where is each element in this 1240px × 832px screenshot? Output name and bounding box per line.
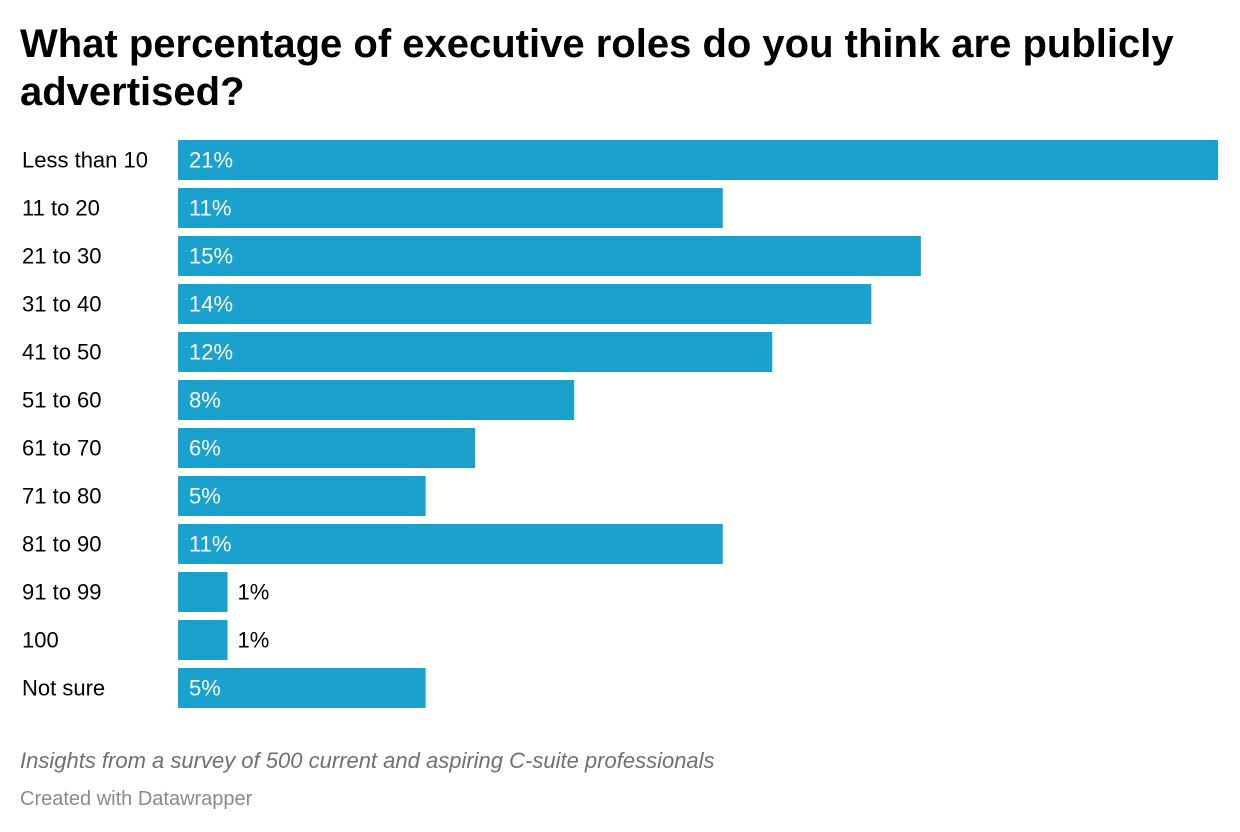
category-label: 61 to 70: [22, 436, 102, 461]
value-label: 14%: [189, 292, 233, 317]
value-label: 5%: [189, 676, 221, 701]
bar: [178, 236, 921, 276]
bar: [178, 428, 476, 468]
value-label: 12%: [189, 340, 233, 365]
bar: [178, 332, 773, 372]
bar: [178, 572, 228, 612]
category-label: 81 to 90: [22, 532, 102, 557]
category-label: 41 to 50: [22, 340, 102, 365]
value-label: 1%: [238, 580, 270, 605]
chart-title: What percentage of executive roles do yo…: [20, 22, 1174, 114]
category-label: 71 to 80: [22, 484, 102, 509]
value-label: 11%: [189, 532, 231, 557]
value-label: 11%: [189, 196, 231, 221]
bar: [178, 284, 872, 324]
bar: [178, 620, 228, 660]
category-label: 11 to 20: [22, 196, 100, 221]
bar-chart: Less than 10 21% 11 to 20 11% 21 to 30 15% 31 …: [22, 140, 1218, 708]
value-label: 6%: [189, 436, 221, 461]
bar: [178, 476, 426, 516]
chart-notes: Insights from a survey of 500 current an…: [20, 748, 715, 773]
bar: [178, 668, 426, 708]
value-label: 21%: [189, 148, 233, 173]
category-label: 21 to 30: [22, 244, 102, 269]
bar: [178, 380, 575, 420]
category-label: Less than 10: [22, 148, 148, 173]
category-label: 51 to 60: [22, 388, 102, 413]
value-label: 5%: [189, 484, 221, 509]
category-label: 91 to 99: [22, 580, 102, 605]
category-label: 31 to 40: [22, 292, 102, 317]
category-label: 100: [22, 628, 59, 653]
bar: [178, 188, 723, 228]
value-label: 8%: [189, 388, 221, 413]
value-label: 1%: [238, 628, 270, 653]
bar: [178, 140, 1218, 180]
value-label: 15%: [189, 244, 233, 269]
chart-credit: Created with Datawrapper: [20, 788, 253, 810]
category-label: Not sure: [22, 676, 105, 701]
bar: [178, 524, 723, 564]
